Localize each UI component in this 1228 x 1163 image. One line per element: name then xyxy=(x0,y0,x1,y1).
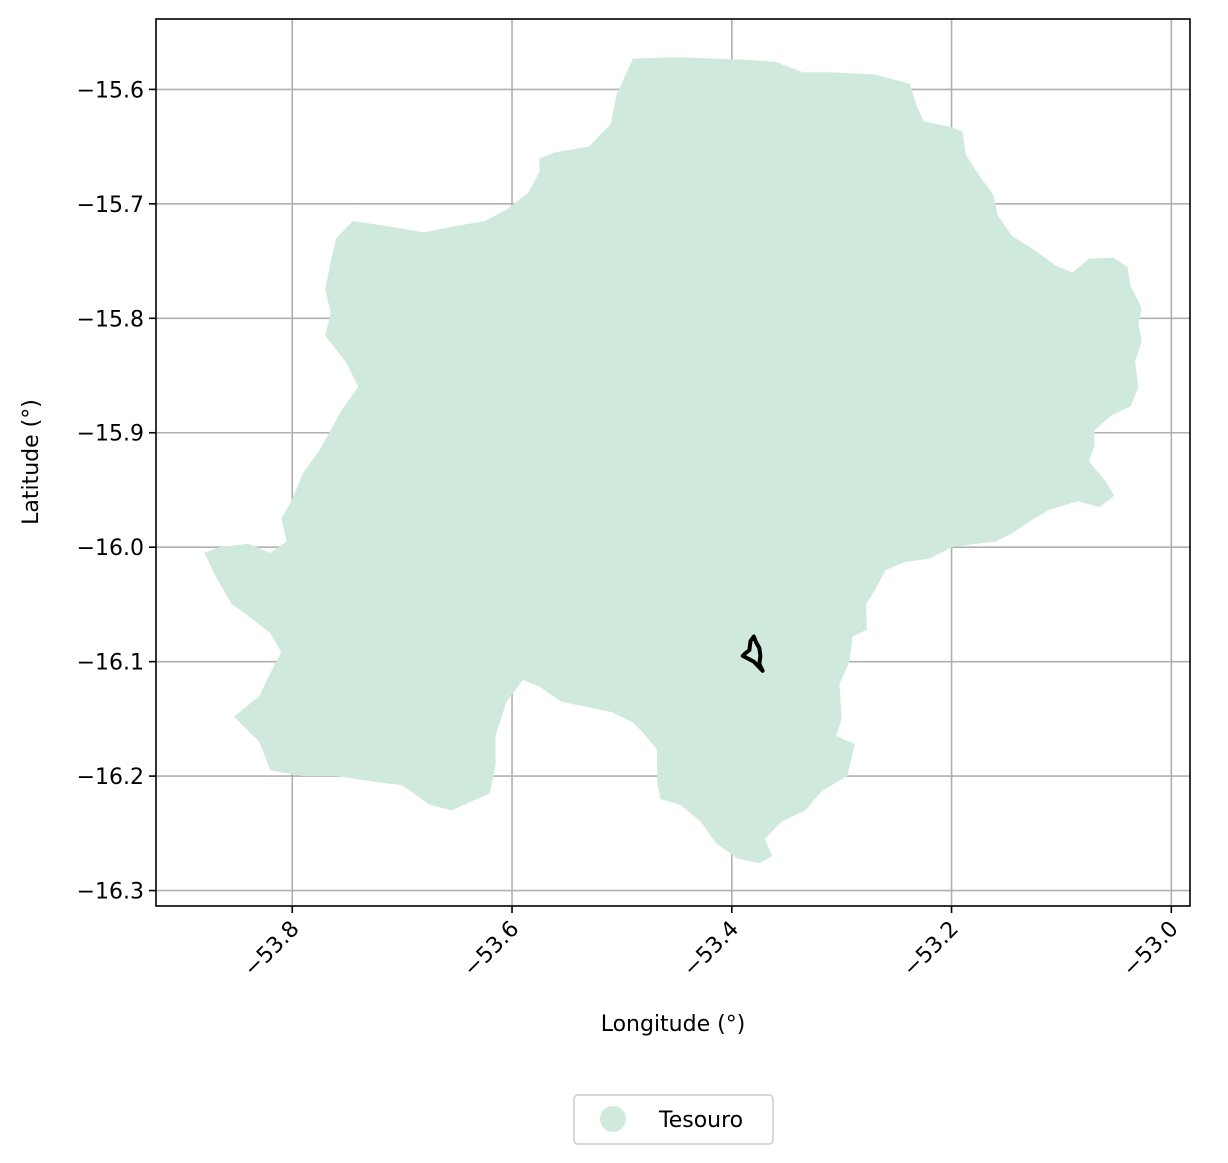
y-axis-ticks: −15.6 −15.7 −15.8 −15.9 −16.0 −16.1 −16.2 −16.3 xyxy=(77,78,156,905)
y-tick-label: −15.8 xyxy=(77,307,144,332)
region-layer xyxy=(204,57,1142,864)
y-tick-label: −16.1 xyxy=(77,651,144,676)
axes-frame xyxy=(155,18,1191,907)
y-tick-label: −16.2 xyxy=(77,765,144,790)
legend: Tesouro xyxy=(573,1094,774,1145)
y-axis-label: Latitude (°) xyxy=(19,399,44,525)
y-tick-label: −15.7 xyxy=(77,193,144,218)
legend-label-tesouro: Tesouro xyxy=(658,1108,743,1133)
feature-outline xyxy=(740,634,765,673)
legend-frame xyxy=(573,1094,774,1145)
region-tesouro xyxy=(204,57,1142,864)
y-tick-label: −15.9 xyxy=(77,422,144,447)
x-axis-label: Longitude (°) xyxy=(601,1012,746,1037)
legend-marker-tesouro xyxy=(600,1106,626,1132)
feature-layer xyxy=(740,634,765,673)
y-tick-label: −15.6 xyxy=(77,78,144,103)
y-tick-label: −16.0 xyxy=(77,536,144,561)
y-tick-label: −16.3 xyxy=(77,880,144,905)
